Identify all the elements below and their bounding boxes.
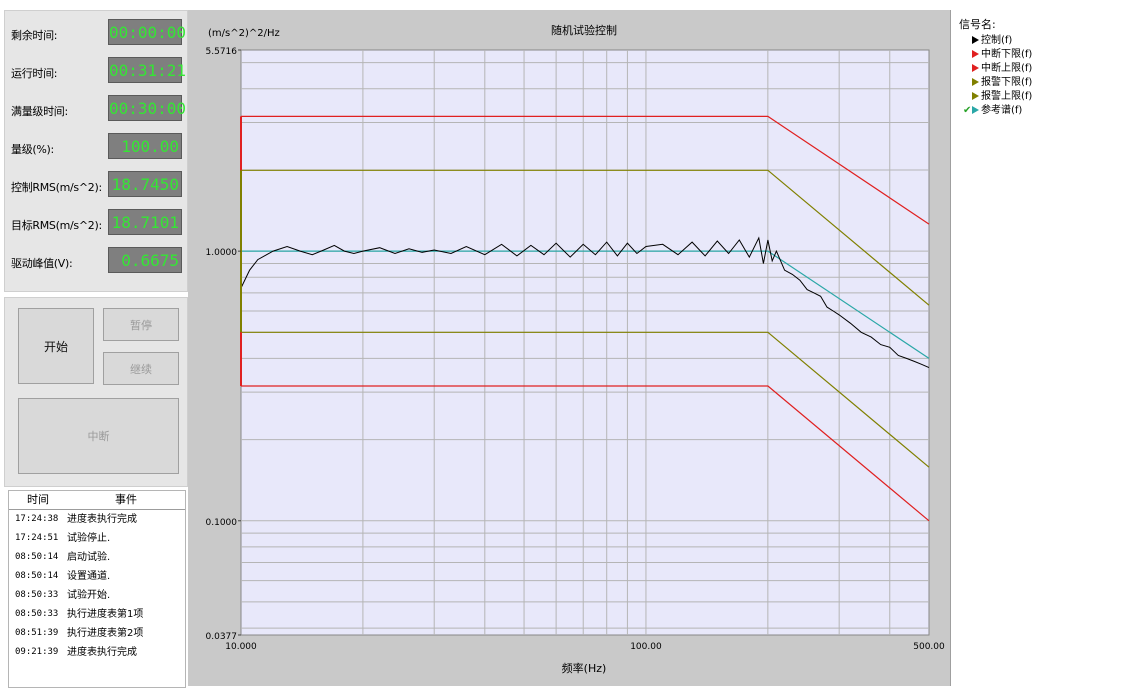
legend-item-label: 参考谱(f) [981, 105, 1023, 116]
legend-item-label: 中断下限(f) [981, 49, 1033, 60]
stat-value: 00:31:21 [108, 57, 186, 83]
abort-button[interactable]: 中断 [18, 398, 179, 474]
y-tick-label: 0.0377 [206, 632, 238, 642]
event-time: 08:50:14 [15, 571, 59, 581]
event-row: 08:50:14 启动试验. [9, 548, 185, 567]
event-text: 执行进度表第1项 [67, 609, 144, 620]
event-row: 08:51:39 执行进度表第2项 [9, 624, 185, 643]
stat-value: 18.7101 [108, 209, 182, 235]
stat-label: 驱动峰值(V): [11, 257, 73, 270]
y-axis-label: (m/s^2)^2/Hz [208, 28, 280, 39]
legend-item[interactable]: 中断下限(f) [963, 48, 1032, 62]
event-row: 17:24:38 进度表执行完成 [9, 510, 185, 529]
event-row: 08:50:33 执行进度表第1项 [9, 605, 185, 624]
stat-label: 控制RMS(m/s^2): [11, 181, 102, 194]
stat-target-rms: 目标RMS(m/s^2): 18.7101 [5, 205, 187, 241]
x-tick-label: 500.00 [913, 642, 945, 652]
legend-item[interactable]: 报警下限(f) [963, 76, 1032, 90]
event-text: 启动试验. [67, 552, 111, 563]
series-line [241, 331, 930, 468]
stat-value: 00:30:00 [108, 95, 186, 121]
x-axis-label: 频率(Hz) [562, 661, 607, 675]
x-tick-label: 10.000 [225, 642, 257, 652]
stat-value: 0.6675 [108, 247, 182, 273]
stat-remaining-time: 剩余时间: 00:00:00 [5, 15, 187, 51]
stat-label: 剩余时间: [11, 29, 58, 42]
event-text: 设置通道. [67, 571, 111, 582]
legend-title: 信号名: [959, 18, 996, 31]
stat-run-time: 运行时间: 00:31:21 [5, 53, 187, 89]
stat-label: 目标RMS(m/s^2): [11, 219, 102, 232]
event-time: 08:50:14 [15, 552, 59, 562]
left-panel: 剩余时间: 00:00:00 运行时间: 00:31:21 满量级时间: 00:… [0, 0, 188, 688]
legend-item-label: 中断上限(f) [981, 63, 1033, 74]
check-icon: ✔ [963, 105, 972, 116]
event-time: 08:50:33 [15, 609, 59, 619]
event-time: 17:24:38 [15, 514, 59, 524]
event-text: 进度表执行完成 [67, 647, 137, 658]
stat-drive-peak: 驱动峰值(V): 0.6675 [5, 243, 187, 279]
chart-title: 随机试验控制 [551, 23, 617, 37]
stat-label: 满量级时间: [11, 105, 68, 118]
legend-item-label: 控制(f) [981, 35, 1013, 46]
status-panel: 剩余时间: 00:00:00 运行时间: 00:31:21 满量级时间: 00:… [4, 10, 188, 292]
legend-item-label: 报警下限(f) [981, 77, 1033, 88]
series-line [240, 236, 930, 369]
y-tick-label: 1.0000 [206, 248, 238, 258]
pause-button[interactable]: 暂停 [103, 308, 179, 341]
play-arrow-icon [972, 36, 979, 44]
start-button[interactable]: 开始 [18, 308, 94, 384]
legend-item[interactable]: 中断上限(f) [963, 62, 1032, 76]
event-log[interactable]: 时间 事件 17:24:38 进度表执行完成 17:24:51 试验停止. 08:50:… [8, 490, 186, 688]
legend-item[interactable]: 控制(f) [963, 34, 1012, 48]
event-log-rows: 17:24:38 进度表执行完成 17:24:51 试验停止. 08:50:14 启动试验… [9, 510, 185, 662]
stat-control-rms: 控制RMS(m/s^2): 18.7450 [5, 167, 187, 203]
resume-button[interactable]: 继续 [103, 352, 179, 385]
event-time: 08:51:39 [15, 628, 59, 638]
series-line [241, 385, 930, 522]
event-row: 08:50:33 试验开始. [9, 586, 185, 605]
event-text: 试验开始. [67, 590, 111, 601]
chart-panel: (m/s^2)^2/Hz 随机试验控制 频率(Hz) 5.5716 1.0000 0… [188, 10, 950, 686]
event-row: 08:50:14 设置通道. [9, 567, 185, 586]
stat-value: 100.00 [108, 133, 182, 159]
stat-value: 18.7450 [108, 171, 182, 197]
y-tick-label: 5.5716 [206, 47, 238, 57]
play-arrow-icon [972, 50, 979, 58]
legend-item-label: 报警上限(f) [981, 91, 1033, 102]
legend-item[interactable]: 报警上限(f) [963, 90, 1032, 104]
x-tick-label: 100.00 [630, 642, 662, 652]
event-text: 执行进度表第2项 [67, 628, 144, 639]
legend-item[interactable]: ✔ 参考谱(f) [963, 104, 1022, 118]
play-arrow-icon [972, 106, 979, 114]
play-arrow-icon [972, 78, 979, 86]
event-text: 试验停止. [67, 533, 111, 544]
stat-label: 运行时间: [11, 67, 58, 80]
legend-panel: 信号名: 控制(f) 中断下限(f) 中断上限(f) 报警下限(f) 报警上限(f) ✔ 参… [950, 10, 1131, 686]
y-tick-label: 0.1000 [206, 518, 238, 528]
col-header-event: 事件 [115, 493, 137, 506]
series-line [241, 115, 930, 225]
event-row: 17:24:51 试验停止. [9, 529, 185, 548]
psd-chart[interactable]: (m/s^2)^2/Hz 随机试验控制 频率(Hz) 5.5716 1.0000 0… [188, 10, 950, 686]
play-arrow-icon [972, 64, 979, 72]
col-header-time: 时间 [27, 493, 49, 506]
stat-level: 量级(%): 100.00 [5, 129, 187, 165]
event-row: 09:21:39 进度表执行完成 [9, 643, 185, 662]
stat-value: 00:00:00 [108, 19, 186, 45]
event-time: 08:50:33 [15, 590, 59, 600]
play-arrow-icon [972, 92, 979, 100]
stat-label: 量级(%): [11, 143, 54, 156]
event-time: 09:21:39 [15, 647, 59, 657]
series-line [241, 169, 930, 306]
event-time: 17:24:51 [15, 533, 59, 543]
event-text: 进度表执行完成 [67, 514, 137, 525]
control-panel: 开始 暂停 继续 中断 [4, 297, 188, 487]
event-log-header: 时间 事件 [9, 491, 185, 510]
stat-full-level-time: 满量级时间: 00:30:00 [5, 91, 187, 127]
